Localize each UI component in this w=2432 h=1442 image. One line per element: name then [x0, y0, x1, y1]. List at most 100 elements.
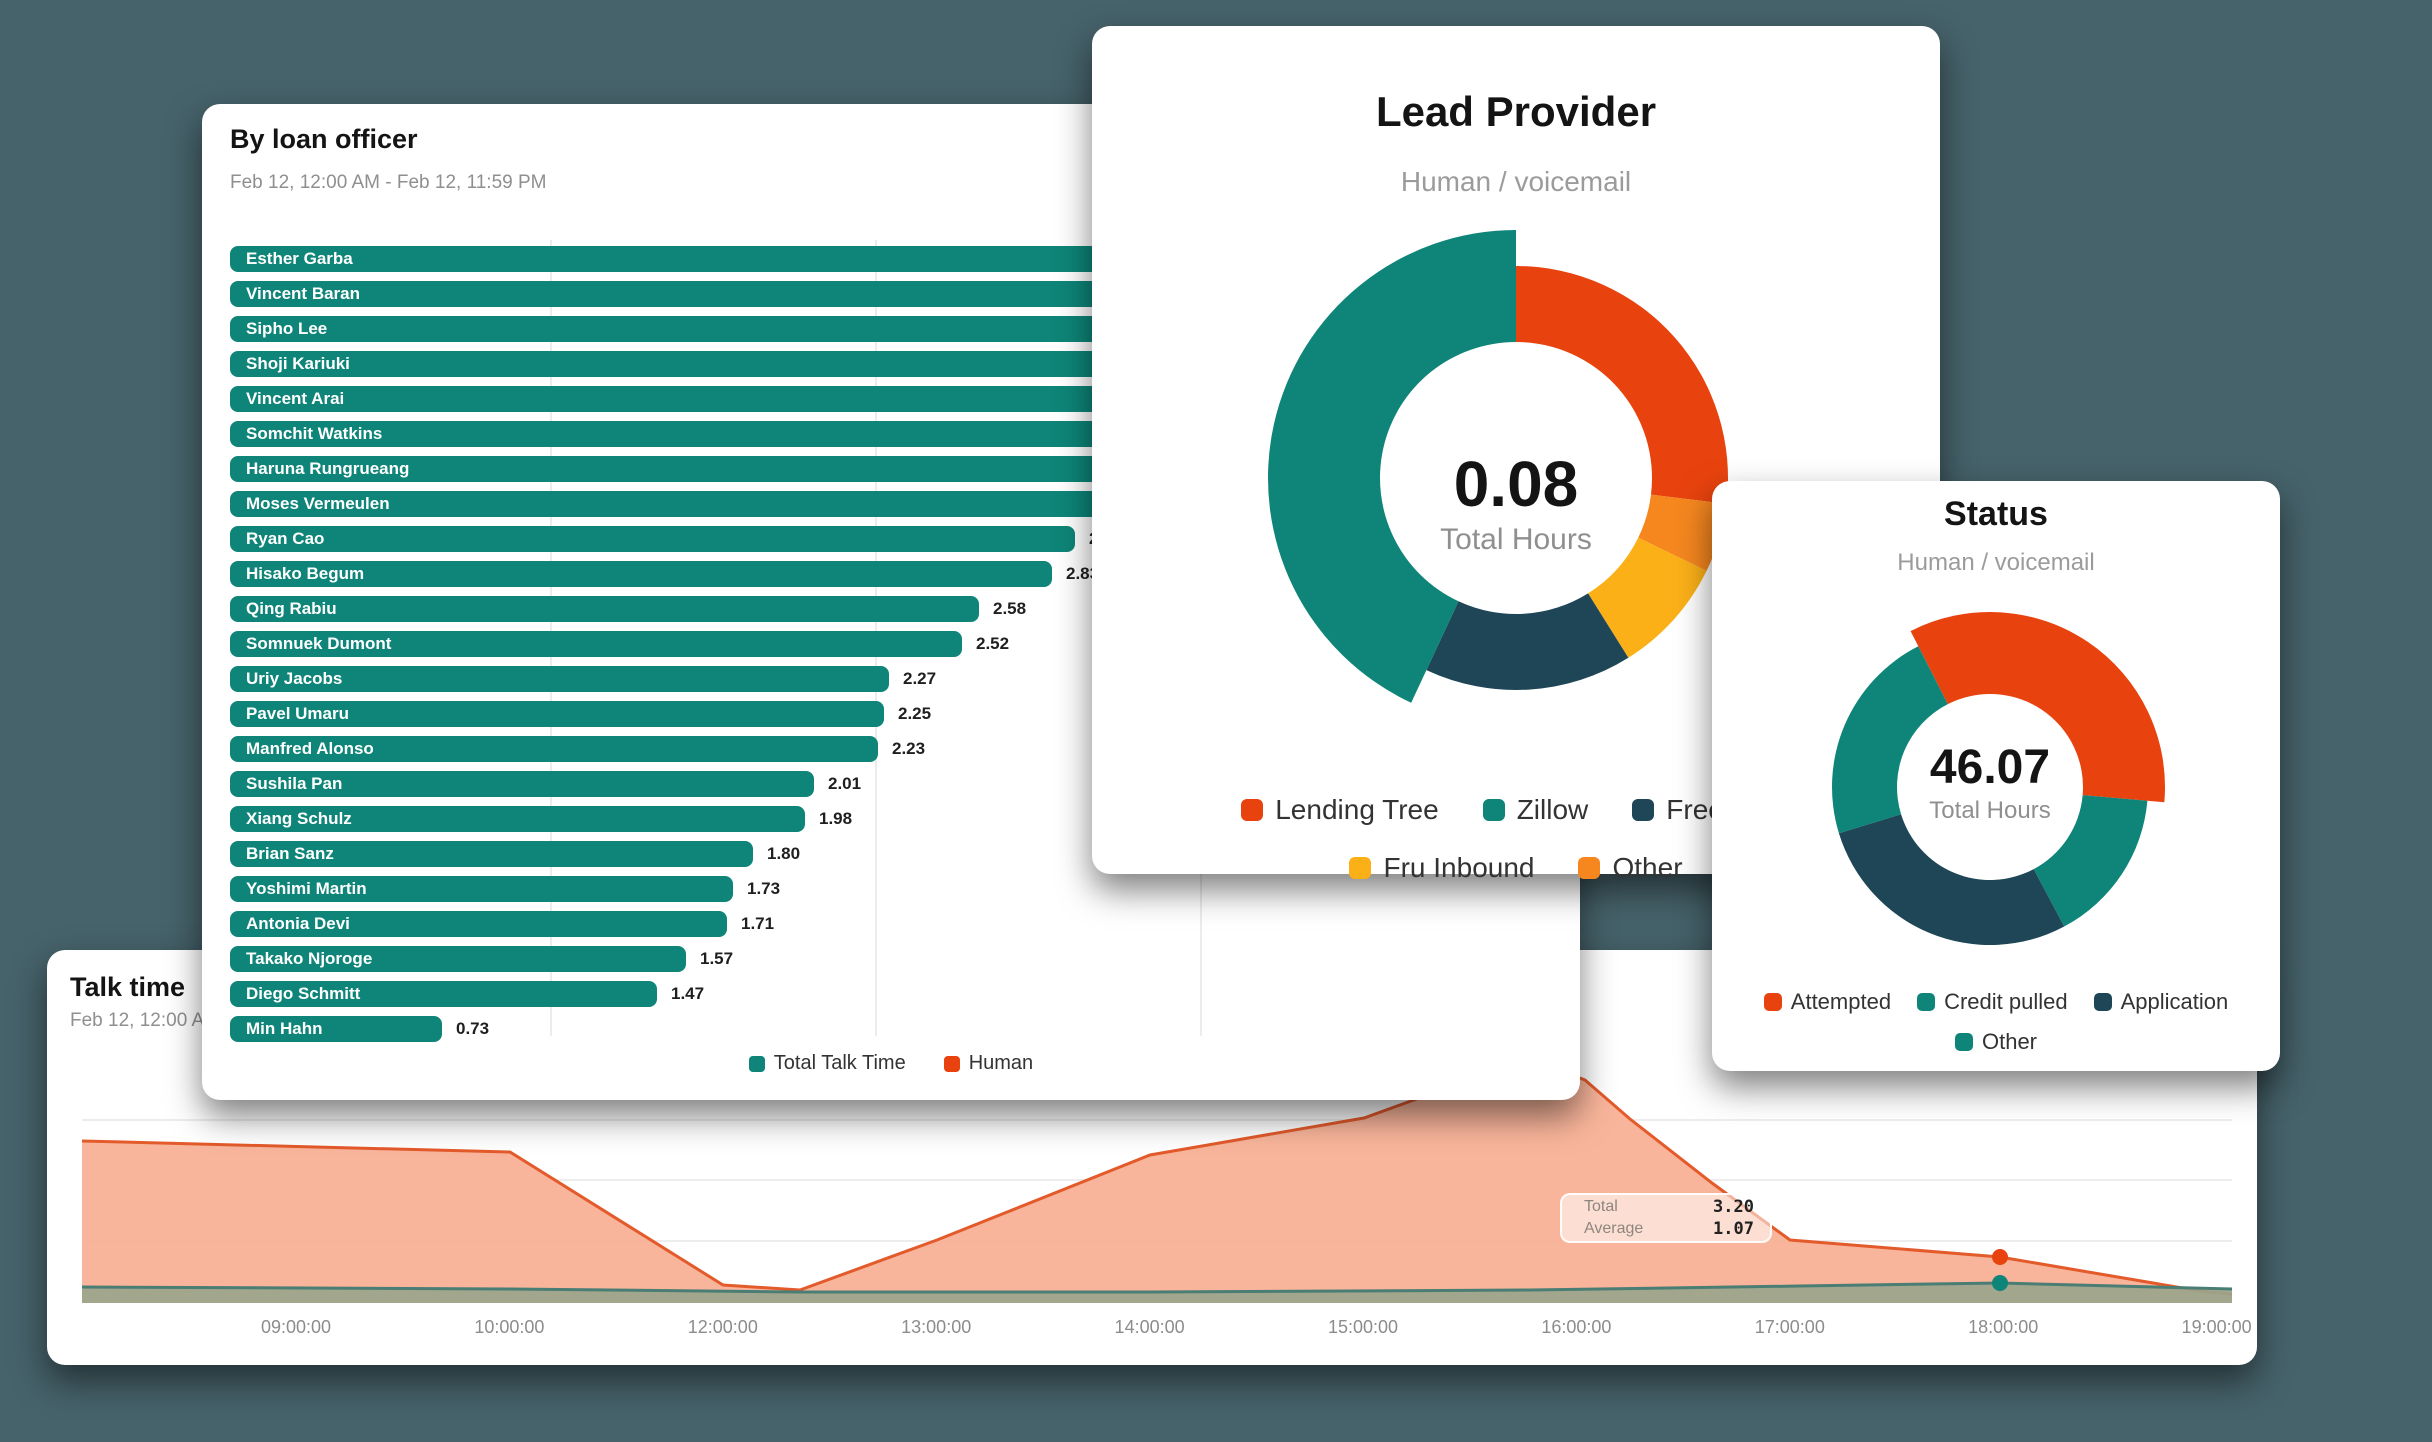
status-card: Status Human / voicemail 46.07 Total Hou…	[1712, 481, 2280, 1071]
status-donut-center: 46.07 Total Hours	[1929, 743, 2050, 825]
talk-time-title: Talk time	[70, 972, 186, 1002]
lead-provider-donut-chart[interactable]	[1092, 26, 1940, 874]
bar[interactable]: Haruna Rungrueang	[230, 456, 1218, 482]
bar-label: Diego Schmitt	[246, 984, 361, 1003]
legend-swatch-icon	[2093, 993, 2112, 1011]
tooltip-value: 3.20	[1713, 1197, 1754, 1217]
bar[interactable]: Manfred Alonso	[230, 736, 878, 762]
lead-provider-total-label: Total Hours	[1440, 523, 1592, 556]
legend-swatch-icon	[1578, 857, 1601, 879]
lead-provider-legend-row2: Fru Inbound Other	[1092, 852, 1940, 884]
legend-item[interactable]: Attempted	[1763, 989, 1892, 1015]
donut-slice[interactable]	[1832, 646, 1948, 834]
legend-item[interactable]: Zillow	[1482, 794, 1589, 826]
bar[interactable]: Hisako Begum	[230, 561, 1052, 587]
bar[interactable]: Moses Vermeulen	[230, 491, 1160, 517]
status-title: Status	[1944, 495, 2048, 533]
donut-slice[interactable]	[1426, 593, 1629, 690]
bar-value: 2.58	[993, 599, 1027, 618]
legend-swatch-icon	[1241, 799, 1264, 821]
tooltip-value: 1.07	[1713, 1219, 1754, 1239]
area-series-stroke	[81, 1281, 2233, 1294]
tooltip-label: Average	[1584, 1220, 1644, 1237]
loan-officer-card: By loan officer Feb 12, 12:00 AM - Feb 1…	[202, 104, 1580, 1100]
bar[interactable]: Qing Rabiu	[230, 596, 979, 622]
legend-swatch-icon	[1632, 799, 1655, 821]
bar[interactable]: Min Hahn	[230, 1016, 442, 1042]
donut-slice[interactable]	[1838, 814, 2065, 945]
bar-label: Vincent Arai	[246, 389, 345, 408]
bar[interactable]: Diego Schmitt	[230, 981, 657, 1007]
legend-item[interactable]: Application	[2093, 989, 2228, 1015]
bar[interactable]: Brian Sanz	[230, 841, 753, 867]
legend-swatch-icon	[1954, 1033, 1973, 1051]
bar-value: 2.52	[976, 634, 1010, 653]
bar[interactable]: Uriy Jacobs	[230, 666, 889, 692]
lead-provider-subtitle: Human / voicemail	[1400, 166, 1632, 197]
donut-slice[interactable]	[1516, 266, 1728, 504]
bar-label: Qing Rabiu	[246, 599, 337, 618]
status-legend-row1: Attempted Credit pulled Application	[1712, 989, 2280, 1015]
bar-label: Moses Vermeulen	[246, 494, 390, 513]
bar-label: Ryan Cao	[246, 529, 325, 548]
bar[interactable]: Sushila Pan	[230, 771, 814, 797]
bar-value: 1.57	[700, 949, 734, 968]
bar-value: 1.73	[747, 879, 781, 898]
legend-item[interactable]: Other	[1578, 852, 1683, 884]
status-total-label: Total Hours	[1929, 797, 2051, 824]
bar-value: 2.01	[828, 774, 862, 793]
bar-label: Esther Garba	[246, 249, 353, 268]
bar[interactable]: Xiang Schulz	[230, 806, 805, 832]
donut-slice[interactable]	[2033, 795, 2148, 927]
legend-label: Zillow	[1516, 794, 1589, 825]
status-donut-chart[interactable]	[1712, 481, 2280, 1071]
bar-label: Antonia Devi	[246, 914, 350, 933]
tooltip-row: Total 3.20	[1584, 1196, 1754, 1218]
data-point-marker[interactable]	[1992, 1275, 2008, 1291]
chart-tooltip: Total 3.20 Average 1.07	[1560, 1193, 1772, 1243]
legend-item[interactable]: Lending Tree	[1241, 794, 1439, 826]
bar-label: Brian Sanz	[246, 844, 334, 863]
loan-officer-title: By loan officer	[230, 124, 418, 154]
legend-item[interactable]: Total Talk Time	[748, 1052, 906, 1075]
bar-label: Hisako Begum	[246, 564, 365, 583]
legend-label: Lending Tree	[1275, 794, 1439, 825]
bar-label: Yoshimi Martin	[246, 879, 367, 898]
bar[interactable]: Ryan Cao	[230, 526, 1075, 552]
bar-label: Min Hahn	[246, 1019, 323, 1038]
legend-swatch-icon	[1917, 993, 1936, 1011]
lead-provider-donut-center: 0.08 Total Hours	[1440, 451, 1592, 557]
bar[interactable]: Somnuek Dumont	[230, 631, 962, 657]
lead-provider-total: 0.08	[1453, 448, 1579, 520]
legend-swatch-icon	[1763, 993, 1782, 1011]
loan-officer-date-range: Feb 12, 12:00 AM - Feb 12, 11:59 PM	[230, 172, 547, 193]
bar-label: Takako Njoroge	[246, 949, 373, 968]
legend-item[interactable]: Other	[1954, 1029, 2037, 1055]
legend-label: Attempted	[1790, 989, 1892, 1014]
legend-label: Other	[1612, 852, 1683, 883]
legend-item[interactable]: Human	[943, 1052, 1033, 1075]
legend-label: Total Talk Time	[773, 1052, 906, 1074]
bar[interactable]: Antonia Devi	[230, 911, 727, 937]
bar-label: Somnuek Dumont	[246, 634, 392, 653]
status-total: 46.07	[1929, 741, 2051, 794]
legend-swatch-icon	[1349, 857, 1372, 879]
bar-label: Haruna Rungrueang	[246, 459, 410, 478]
bar-label: Uriy Jacobs	[246, 669, 343, 688]
bar-value: 1.98	[819, 809, 853, 828]
bar-value: 1.71	[741, 914, 775, 933]
donut-slice[interactable]	[1268, 230, 1516, 703]
bar[interactable]: Takako Njoroge	[230, 946, 686, 972]
donut-slice[interactable]	[1638, 494, 1727, 571]
bar[interactable]: Yoshimi Martin	[230, 876, 733, 902]
data-point-marker[interactable]	[1992, 1249, 2008, 1265]
donut-slice[interactable]	[1910, 612, 2165, 803]
status-subtitle: Human / voicemail	[1897, 549, 2095, 576]
bar-label: Sipho Lee	[246, 319, 328, 338]
bar[interactable]: Pavel Umaru	[230, 701, 884, 727]
legend-item[interactable]: Credit pulled	[1917, 989, 2068, 1015]
donut-slice[interactable]	[1588, 537, 1707, 658]
bar-label: Sushila Pan	[246, 774, 343, 793]
legend-item[interactable]: Fru Inbound	[1349, 852, 1534, 884]
